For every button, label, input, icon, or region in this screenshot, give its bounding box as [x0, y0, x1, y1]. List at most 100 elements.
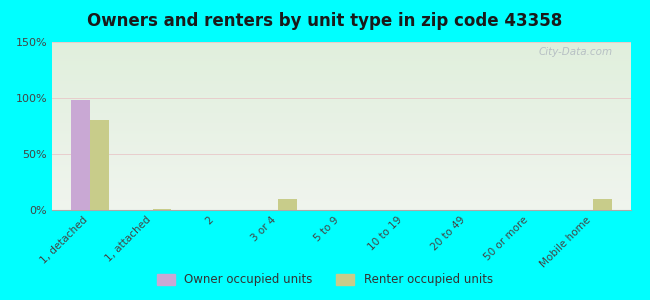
Bar [52, 152, 630, 153]
Bar [52, 137, 630, 138]
Bar [52, 184, 630, 185]
Bar [52, 129, 630, 130]
Bar [52, 63, 630, 64]
Bar [52, 167, 630, 168]
Text: City-Data.com: City-Data.com [539, 47, 613, 57]
Bar [52, 107, 630, 108]
Bar [52, 64, 630, 65]
Bar [52, 117, 630, 118]
Bar [52, 73, 630, 74]
Bar [52, 78, 630, 79]
Bar [52, 208, 630, 209]
Bar [52, 118, 630, 119]
Bar [52, 90, 630, 91]
Bar [52, 149, 630, 150]
Bar [52, 151, 630, 152]
Bar [52, 115, 630, 116]
Bar [52, 119, 630, 120]
Bar [52, 88, 630, 89]
Bar [52, 159, 630, 160]
Bar [52, 196, 630, 197]
Bar [52, 82, 630, 83]
Bar [52, 169, 630, 170]
Bar [52, 121, 630, 122]
Bar [52, 135, 630, 136]
Bar [52, 205, 630, 206]
Bar [52, 200, 630, 201]
Bar [52, 155, 630, 156]
Bar [52, 206, 630, 207]
Bar [52, 172, 630, 173]
Bar [52, 189, 630, 190]
Bar [52, 179, 630, 180]
Bar [52, 103, 630, 104]
Bar [52, 162, 630, 163]
Bar [52, 144, 630, 145]
Bar [52, 51, 630, 52]
Bar [52, 128, 630, 129]
Bar [52, 136, 630, 137]
Bar [52, 50, 630, 51]
Bar [52, 68, 630, 69]
Bar [52, 202, 630, 203]
Legend: Owner occupied units, Renter occupied units: Owner occupied units, Renter occupied un… [153, 269, 497, 291]
Bar [52, 150, 630, 151]
Bar [52, 81, 630, 82]
Bar [52, 56, 630, 57]
Bar [52, 44, 630, 45]
Bar [52, 72, 630, 73]
Bar [52, 166, 630, 167]
Bar [52, 79, 630, 80]
Bar [52, 126, 630, 127]
Text: Owners and renters by unit type in zip code 43358: Owners and renters by unit type in zip c… [87, 12, 563, 30]
Bar [52, 46, 630, 47]
Bar [52, 147, 630, 148]
Bar [52, 165, 630, 166]
Bar [52, 71, 630, 72]
Bar [52, 89, 630, 90]
Bar [52, 197, 630, 198]
Bar [52, 168, 630, 169]
Bar [52, 163, 630, 164]
Bar [52, 65, 630, 66]
Bar [52, 157, 630, 158]
Bar [52, 116, 630, 117]
Bar [52, 161, 630, 162]
Bar [52, 61, 630, 62]
Bar [52, 113, 630, 114]
Bar [52, 114, 630, 115]
Bar [52, 199, 630, 200]
Bar [52, 74, 630, 75]
Bar [52, 203, 630, 204]
Bar [52, 48, 630, 49]
Bar [593, 199, 612, 210]
Bar [52, 187, 630, 188]
Bar [52, 188, 630, 189]
Bar [52, 69, 630, 70]
Bar [52, 125, 630, 126]
Bar [52, 123, 630, 124]
Bar [52, 60, 630, 61]
Bar [52, 122, 630, 123]
Bar [52, 91, 630, 92]
Bar [52, 47, 630, 48]
Bar [52, 76, 630, 77]
Bar [52, 108, 630, 109]
Bar [52, 110, 630, 111]
Bar [153, 209, 172, 210]
Bar [52, 209, 630, 210]
Bar [52, 58, 630, 59]
Bar [52, 185, 630, 186]
Bar [52, 112, 630, 113]
Bar [52, 105, 630, 106]
Bar [52, 134, 630, 135]
Bar [52, 170, 630, 171]
Bar [52, 45, 630, 46]
Bar [52, 180, 630, 181]
Bar [52, 183, 630, 184]
Bar [52, 53, 630, 54]
Bar [52, 102, 630, 103]
Bar [52, 193, 630, 194]
Bar [52, 156, 630, 157]
Bar [52, 104, 630, 105]
